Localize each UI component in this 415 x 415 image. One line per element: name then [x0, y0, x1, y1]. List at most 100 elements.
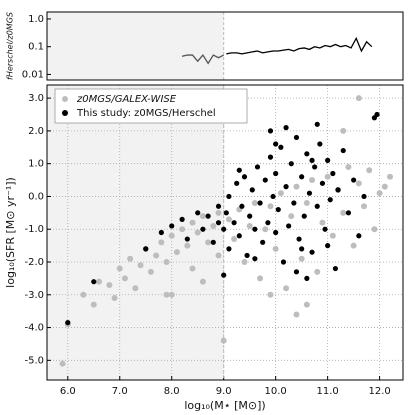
- x-tick-label: 12.0: [368, 386, 390, 397]
- data-point: [210, 239, 216, 245]
- data-point: [169, 223, 175, 229]
- data-point: [195, 210, 201, 216]
- data-point: [351, 177, 357, 183]
- data-point: [111, 295, 118, 302]
- data-point: [306, 190, 313, 196]
- data-point: [215, 209, 222, 216]
- data-point: [314, 268, 321, 275]
- data-point: [275, 206, 281, 213]
- data-point: [179, 216, 185, 222]
- data-point: [262, 226, 269, 233]
- data-point: [116, 265, 123, 272]
- data-point: [189, 219, 196, 226]
- data-point: [340, 127, 347, 134]
- data-point: [293, 183, 300, 190]
- data-point: [236, 233, 242, 239]
- y-tick-label: -1.0: [24, 224, 44, 235]
- data-point: [325, 157, 331, 163]
- data-point: [95, 278, 102, 285]
- data-point: [241, 259, 248, 265]
- data-point: [132, 285, 139, 292]
- data-point: [298, 255, 305, 262]
- data-point: [314, 121, 320, 127]
- data-point: [355, 180, 362, 187]
- data-point: [221, 226, 227, 232]
- data-point: [319, 219, 326, 226]
- data-point: [199, 278, 206, 285]
- y-tick-label: 3.0: [28, 93, 44, 104]
- y-axis-label: log₁₀(SFR [M⊙ yr⁻¹]): [4, 177, 17, 288]
- data-point: [325, 243, 331, 249]
- data-point: [270, 193, 276, 200]
- data-point: [234, 180, 240, 186]
- data-point: [345, 163, 352, 170]
- data-point: [205, 213, 211, 219]
- y-tick-label: 0.01: [22, 69, 44, 80]
- data-point: [194, 229, 201, 236]
- y-tick-label: 1.0: [28, 159, 44, 170]
- data-point: [223, 210, 229, 216]
- data-point: [293, 134, 300, 141]
- data-point: [350, 242, 357, 249]
- data-point: [241, 174, 248, 180]
- data-point: [199, 213, 206, 220]
- data-point: [283, 184, 289, 190]
- panel-frame: [46, 84, 404, 381]
- data-point: [299, 174, 305, 180]
- x-tick-label: 8.0: [164, 386, 180, 397]
- data-point: [65, 320, 71, 326]
- data-point: [127, 255, 134, 262]
- data-point: [231, 236, 238, 243]
- data-point: [329, 232, 336, 239]
- data-point: [273, 229, 279, 236]
- data-point: [366, 167, 373, 174]
- y-tick-label: 2.0: [28, 126, 44, 137]
- data-point: [324, 173, 331, 180]
- data-point: [272, 245, 279, 252]
- data-point: [273, 170, 279, 177]
- data-point: [296, 236, 302, 242]
- data-point: [293, 269, 300, 275]
- y-tick-label: 0.1: [28, 42, 44, 53]
- data-point: [299, 246, 305, 252]
- highlight-region: [47, 85, 224, 380]
- panel-frame: [46, 11, 404, 81]
- data-point: [220, 337, 227, 344]
- data-point: [147, 268, 154, 275]
- data-point: [340, 147, 346, 154]
- data-point: [309, 177, 316, 184]
- x-tick-label: 7.0: [112, 386, 128, 397]
- data-point: [158, 239, 165, 246]
- x-tick-label: 11.0: [317, 386, 339, 397]
- legend-box: [54, 88, 248, 124]
- data-point: [286, 223, 292, 229]
- data-point: [254, 164, 261, 170]
- data-point: [184, 236, 190, 242]
- data-point: [280, 259, 287, 265]
- data-point: [168, 232, 175, 239]
- data-point: [239, 203, 245, 209]
- data-point: [158, 229, 164, 236]
- data-point: [361, 203, 368, 210]
- data-point: [355, 95, 362, 102]
- data-point: [210, 222, 217, 229]
- data-point: [319, 180, 326, 186]
- data-point: [322, 226, 328, 232]
- data-point: [356, 233, 362, 239]
- data-point: [257, 275, 264, 282]
- data-point: [267, 291, 274, 298]
- data-point: [252, 256, 258, 262]
- data-point: [304, 151, 310, 157]
- data-point: [91, 279, 97, 285]
- data-point: [252, 226, 258, 232]
- data-point: [267, 203, 274, 210]
- data-point: [345, 210, 352, 216]
- data-point: [277, 190, 284, 197]
- data-point: [249, 187, 255, 193]
- data-point: [225, 216, 232, 223]
- data-point: [283, 285, 290, 292]
- data-point: [184, 242, 191, 249]
- data-point: [317, 141, 323, 147]
- data-point: [262, 177, 268, 183]
